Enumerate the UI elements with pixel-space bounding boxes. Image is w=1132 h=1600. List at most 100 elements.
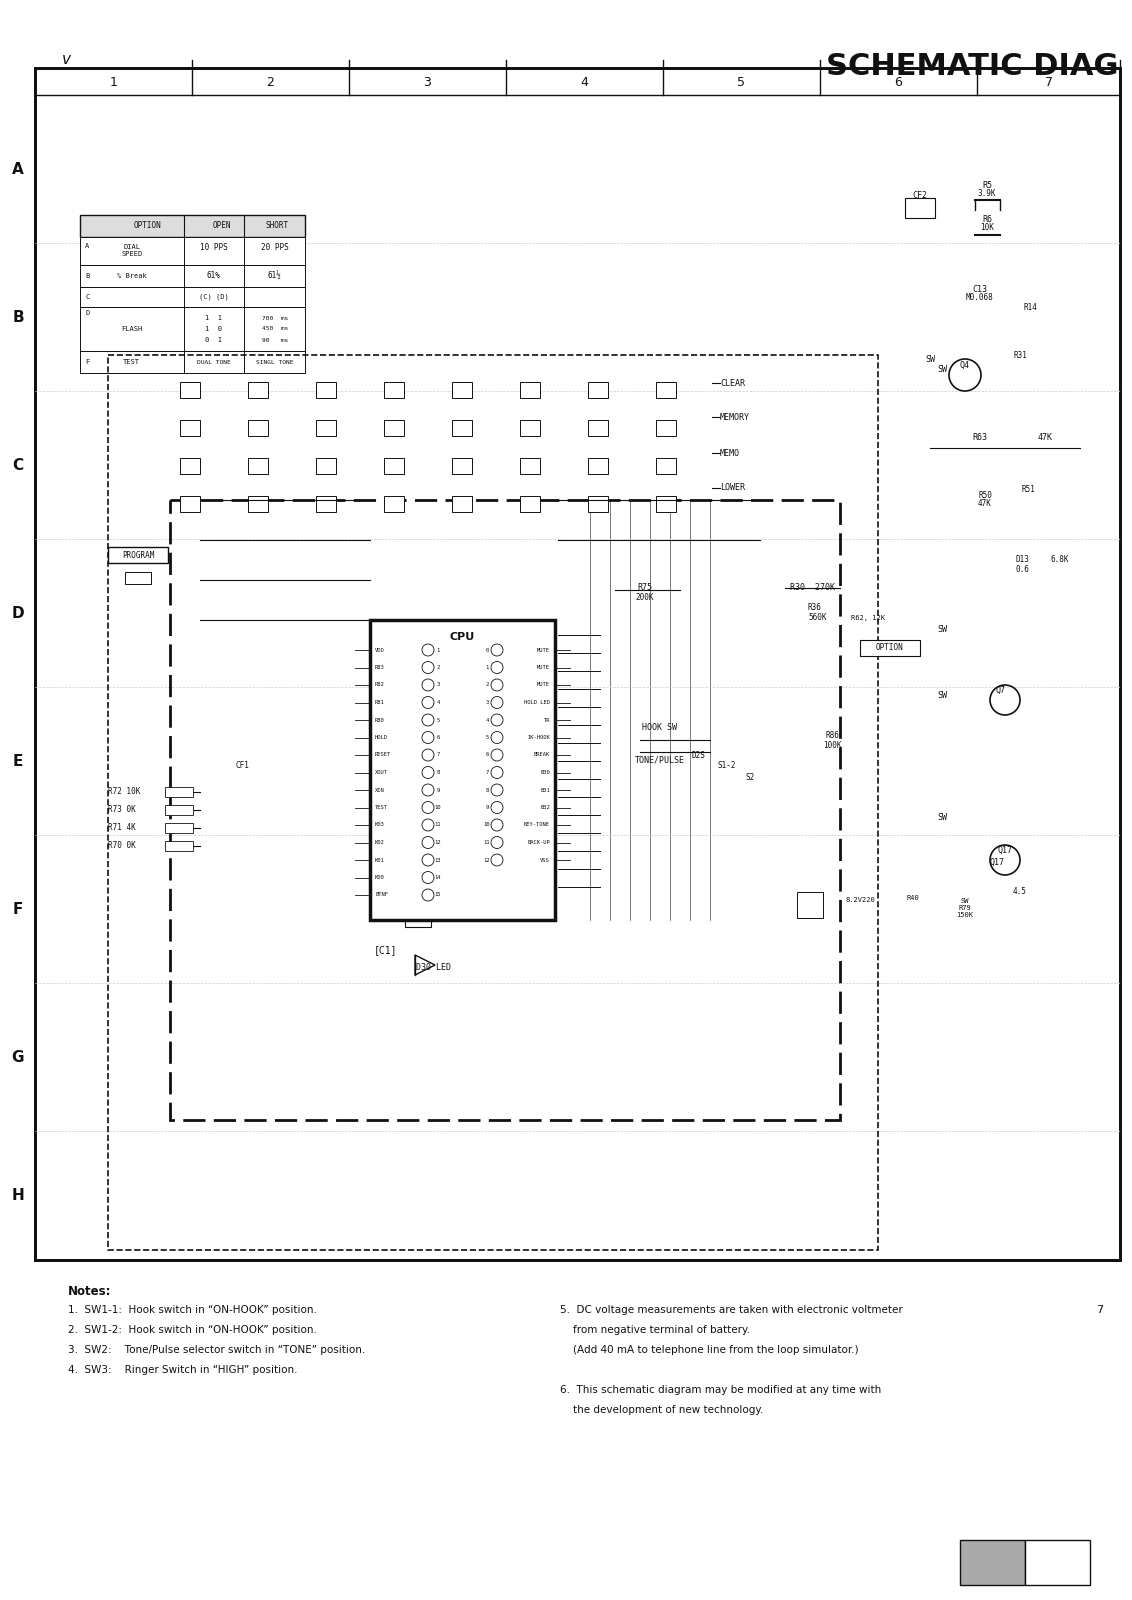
Text: 4: 4 [486,717,489,723]
Text: G: G [11,1050,24,1064]
Text: 12: 12 [435,840,441,845]
Text: CF2: CF2 [912,190,927,200]
Bar [80,307,305,350]
Bar [452,496,472,512]
Text: RESET: RESET [375,752,392,757]
Bar [165,842,192,851]
Text: 1  1: 1 1 [205,315,222,322]
Text: CF1: CF1 [235,760,249,770]
Text: 11: 11 [435,822,441,827]
Text: 6: 6 [486,752,489,757]
Text: RS2: RS2 [411,888,426,896]
Bar [80,266,305,286]
Text: 2: 2 [266,75,274,88]
Text: 3: 3 [486,701,489,706]
Text: K01: K01 [375,858,385,862]
Text: Q7: Q7 [995,685,1005,694]
Text: CPU: CPU [449,632,475,642]
Text: 5: 5 [436,717,439,723]
Text: 14: 14 [435,875,441,880]
Bar [180,419,200,435]
Text: 7: 7 [1097,1306,1104,1315]
Text: 1.  SW1-1:  Hook switch in “ON-HOOK” position.: 1. SW1-1: Hook switch in “ON-HOOK” posit… [68,1306,317,1315]
Bar [588,382,608,398]
Text: from negative terminal of battery.: from negative terminal of battery. [560,1325,751,1334]
Text: XIN: XIN [375,787,385,792]
Text: 9: 9 [486,805,489,810]
Text: the development of new technology.: the development of new technology. [560,1405,763,1414]
Text: 100K: 100K [823,741,841,749]
Text: 6.  This schematic diagram may be modified at any time with: 6. This schematic diagram may be modifie… [560,1386,881,1395]
Text: 10K: 10K [980,224,994,232]
Text: 13: 13 [435,858,441,862]
Text: 61%: 61% [207,272,221,280]
Text: R72 10K: R72 10K [108,787,140,797]
Text: D: D [85,310,89,317]
Bar [316,458,336,474]
Text: R70 0K: R70 0K [108,842,136,851]
Text: 8: 8 [436,770,439,774]
Bar [384,458,404,474]
Text: 0  1: 0 1 [205,338,222,342]
Text: B: B [85,274,89,278]
Text: C13: C13 [972,285,987,294]
Text: PROGRAM: PROGRAM [122,550,154,560]
Text: 5.  DC voltage measurements are taken with electronic voltmeter: 5. DC voltage measurements are taken wit… [560,1306,902,1315]
Text: 560K: 560K [808,613,826,622]
Bar [588,419,608,435]
Text: Q17: Q17 [997,845,1012,854]
Text: BTNF: BTNF [375,893,388,898]
Text: SW: SW [925,355,935,365]
Text: 4: 4 [581,75,589,88]
Text: R75: R75 [637,584,652,592]
Text: 2: 2 [486,683,489,688]
Bar [248,458,268,474]
Text: DIAL
SPEED: DIAL SPEED [121,243,143,258]
Bar [165,805,192,814]
Text: MUTE: MUTE [537,648,550,653]
Text: K00: K00 [375,875,385,880]
Bar [180,496,200,512]
Text: XOUT: XOUT [375,770,388,774]
Bar [588,458,608,474]
Bar [370,619,555,920]
Bar [657,496,676,512]
Text: 10: 10 [435,805,441,810]
Text: MEMO: MEMO [720,448,740,458]
Bar [797,893,823,918]
Text: SW: SW [937,626,947,635]
Text: B2G
220: B2G 220 [804,893,816,907]
Text: 47K: 47K [1038,434,1053,443]
Text: C: C [12,458,24,472]
Text: SW
R79
150K: SW R79 150K [957,898,974,918]
Text: R82: R82 [375,683,385,688]
Text: 61½: 61½ [267,272,282,280]
Bar [248,496,268,512]
Bar [960,1539,1024,1586]
Text: B31: B31 [540,787,550,792]
Text: 5: 5 [738,75,746,88]
Text: R36: R36 [808,603,822,613]
Text: D13: D13 [1015,555,1029,565]
Bar [170,499,840,1120]
Text: VSS: VSS [540,858,550,862]
Text: 8: 8 [486,787,489,792]
Text: 3: 3 [436,683,439,688]
Text: 90   ms: 90 ms [261,338,288,342]
Text: 1: 1 [436,648,439,653]
Text: 1: 1 [110,75,118,88]
Text: 10: 10 [483,822,490,827]
Text: F: F [12,901,23,917]
Bar [316,496,336,512]
Text: SINGL TONE: SINGL TONE [256,360,293,365]
Text: S36: S36 [131,576,145,584]
Text: 6: 6 [436,734,439,739]
Text: R83: R83 [375,666,385,670]
Text: R63: R63 [972,434,987,443]
Text: IK-HOOK: IK-HOOK [528,734,550,739]
Text: KEY-TONE: KEY-TONE [524,822,550,827]
Text: 200K: 200K [636,594,654,603]
Text: D30 LED: D30 LED [415,963,451,973]
Text: R14: R14 [1023,304,1037,312]
Text: SHORT: SHORT [265,221,289,230]
